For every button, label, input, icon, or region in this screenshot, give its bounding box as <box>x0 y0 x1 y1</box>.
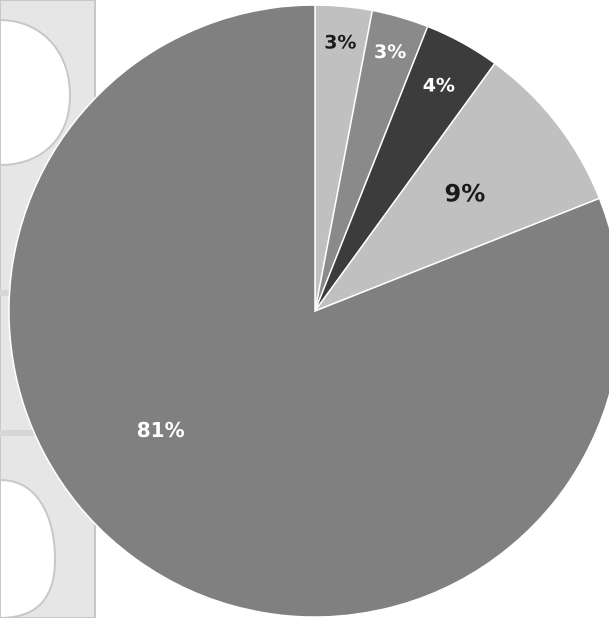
slice-label: 3% <box>324 31 356 53</box>
pie-slice <box>8 4 609 618</box>
slice-label: 3% <box>374 41 406 63</box>
slice-label: 4% <box>423 74 455 96</box>
pie-slice <box>312 62 601 313</box>
slice-label: 81% <box>137 418 185 442</box>
slice-label: 9% <box>445 180 486 208</box>
